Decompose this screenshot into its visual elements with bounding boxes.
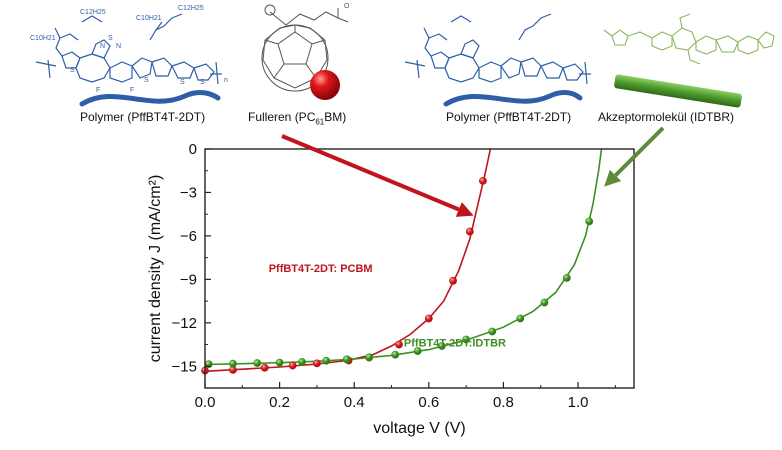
idtbr-structure [603, 13, 775, 65]
polymer-atom-f-1: F [96, 87, 100, 94]
y-tick-label-0: 0 [189, 141, 197, 158]
jv-chart: 0.0 0.2 0.4 0.6 0.8 1.0 0 −3 −6 −9 −12 −15 voltage … [147, 126, 665, 437]
polymer-side-chain-c12-right: C12H25 [178, 5, 204, 12]
chart-arrows [281, 126, 665, 217]
polymer-side-chain-c10-right: C10H21 [136, 15, 162, 22]
series-1-point-14 [540, 298, 549, 307]
series-line-1 [204, 148, 603, 366]
series-1-point-2 [253, 359, 262, 367]
series-0-point-10 [465, 227, 474, 236]
series-1-point-7 [365, 353, 374, 362]
series-1-point-10 [437, 342, 446, 350]
label-fullerene: Fulleren (PC61BM) [248, 110, 347, 127]
label-polymer-left: Polymer (PffBT4T-2DT) [80, 110, 206, 124]
series-0-point-4 [313, 359, 321, 368]
y-tick-label-2: −6 [180, 228, 197, 245]
polymer-atom-f-2: F [130, 87, 134, 94]
x-tick-label-5: 1.0 [568, 394, 589, 411]
series-0-point-9 [449, 276, 457, 285]
polymer-atom-s-2: S [70, 67, 75, 74]
polymer-structure-right [404, 13, 591, 85]
label-acceptor: Akzeptormolekül (IDTBR) [598, 110, 735, 124]
series-0-point-2 [260, 363, 269, 372]
annotation-pcbm: PffBT4T-2DT: PCBM [269, 263, 373, 275]
series-0-point-11 [479, 176, 487, 185]
series-1-point-8 [391, 350, 400, 359]
polymer-structure-left [35, 13, 222, 85]
y-axis-label: current density J (mA/cm²) [147, 175, 164, 363]
idtbr-rod-icon [614, 74, 742, 108]
polymer-chain-wave-left [79, 90, 221, 107]
series-1-point-15 [562, 274, 571, 282]
polymer-atom-s-3: S [144, 77, 149, 84]
series-1-point-9 [413, 347, 422, 355]
series-1-point-3 [275, 358, 284, 367]
series-1-point-11 [462, 335, 471, 344]
polymer-chain-wave-right [443, 90, 583, 107]
fullerene-ester-oxygen: O [344, 3, 350, 10]
polymer-side-chain-c10-left: C10H21 [30, 35, 56, 42]
x-tick-label-3: 0.6 [418, 394, 439, 411]
y-tick-label-5: −15 [172, 358, 197, 375]
series-1-point-16 [585, 217, 594, 226]
polymer-atom-s-1: S [108, 35, 113, 42]
chart-points [201, 176, 594, 375]
x-tick-label-1: 0.2 [269, 394, 290, 411]
y-tick-label-3: −9 [180, 271, 197, 288]
series-1-point-4 [298, 358, 306, 366]
polymer-atom-s-4: S [180, 79, 185, 86]
series-1-point-12 [488, 327, 497, 336]
arrow-head-0 [455, 202, 474, 217]
polymer-side-chain-c12-left: C12H25 [80, 9, 106, 16]
series-1-point-6 [342, 355, 351, 364]
chart-ticks: 0.0 0.2 0.4 0.6 0.8 1.0 0 −3 −6 −9 −12 −15 [172, 141, 616, 411]
arrow-shaft-0 [281, 134, 460, 212]
arrow-shaft-1 [614, 126, 665, 177]
series-1-point-1 [229, 359, 237, 368]
series-1-point-5 [322, 356, 331, 365]
series-0-point-3 [288, 361, 297, 370]
annotation-idtbr: PffBT4T-2DT:IDTBR [404, 338, 506, 350]
y-tick-label-1: −3 [180, 184, 197, 201]
series-0-point-8 [424, 314, 433, 323]
fullerene-ball-icon [310, 70, 340, 100]
y-tick-label-4: −12 [172, 315, 197, 332]
label-polymer-right: Polymer (PffBT4T-2DT) [446, 110, 572, 124]
x-axis-label: voltage V (V) [373, 420, 465, 437]
polymer-atom-n-1: N [100, 43, 105, 50]
x-tick-label-4: 0.8 [493, 394, 514, 411]
arrow-head-1 [604, 169, 622, 187]
polymer-atom-n-2: N [116, 43, 121, 50]
x-tick-label-2: 0.4 [344, 394, 365, 411]
series-1-point-13 [516, 314, 525, 323]
series-0-point-7 [395, 340, 403, 349]
plot-frame [204, 148, 635, 389]
fullerene-structure [261, 4, 349, 92]
polymer-repeat-n: n [224, 77, 228, 84]
polymer-atom-s-5: S [200, 79, 205, 86]
x-tick-label-0: 0.0 [195, 394, 216, 411]
